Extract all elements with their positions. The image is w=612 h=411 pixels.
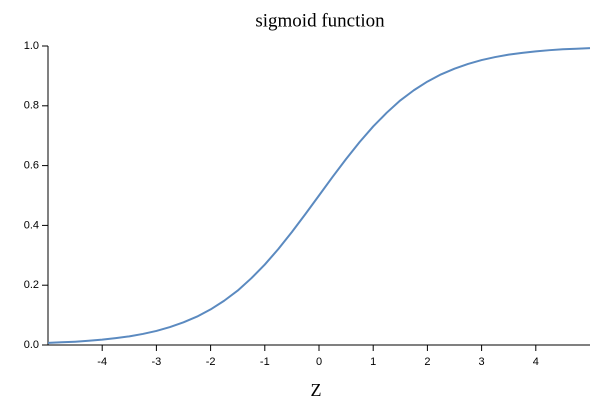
y-tick-label: 0.8 — [24, 100, 39, 112]
x-tick-label: -3 — [152, 356, 162, 368]
x-tick-label: 4 — [533, 356, 539, 368]
y-tick-label: 0.4 — [24, 219, 39, 231]
x-tick-label: -2 — [206, 356, 216, 368]
x-tick-label: 3 — [479, 356, 485, 368]
x-tick-label: 1 — [370, 356, 376, 368]
y-tick-label: 0.0 — [24, 339, 39, 351]
x-tick-label: -1 — [260, 356, 270, 368]
line — [47, 47, 591, 344]
x-tick-label: 0 — [316, 356, 322, 368]
chart-title: sigmoid function — [255, 10, 385, 31]
x-tick-label: -4 — [97, 356, 107, 368]
y-tick-label: 0.6 — [24, 160, 39, 172]
x-axis-label: Z — [311, 380, 322, 400]
y-tick-label: 1.0 — [24, 40, 39, 52]
y-tick-label: 0.2 — [24, 279, 39, 291]
x-tick-label: 2 — [424, 356, 430, 368]
